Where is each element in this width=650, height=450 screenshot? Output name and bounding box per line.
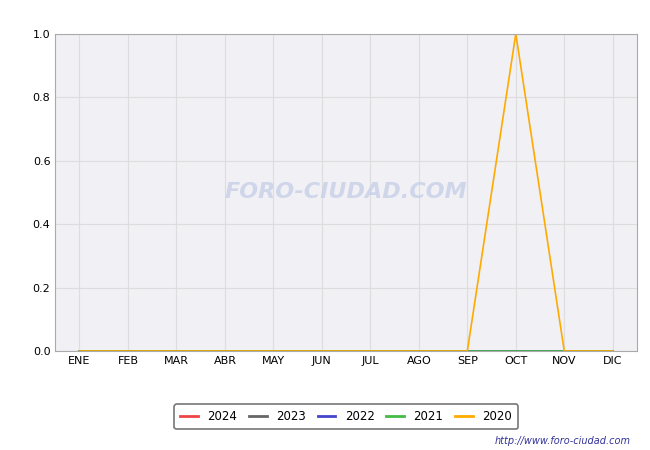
Text: Matriculaciones de Vehiculos en Pradosegar: Matriculaciones de Vehiculos en Pradoseg…: [148, 9, 502, 24]
Legend: 2024, 2023, 2022, 2021, 2020: 2024, 2023, 2022, 2021, 2020: [174, 405, 518, 429]
Text: http://www.foro-ciudad.com: http://www.foro-ciudad.com: [495, 436, 630, 446]
Text: FORO-CIUDAD.COM: FORO-CIUDAD.COM: [225, 182, 467, 202]
